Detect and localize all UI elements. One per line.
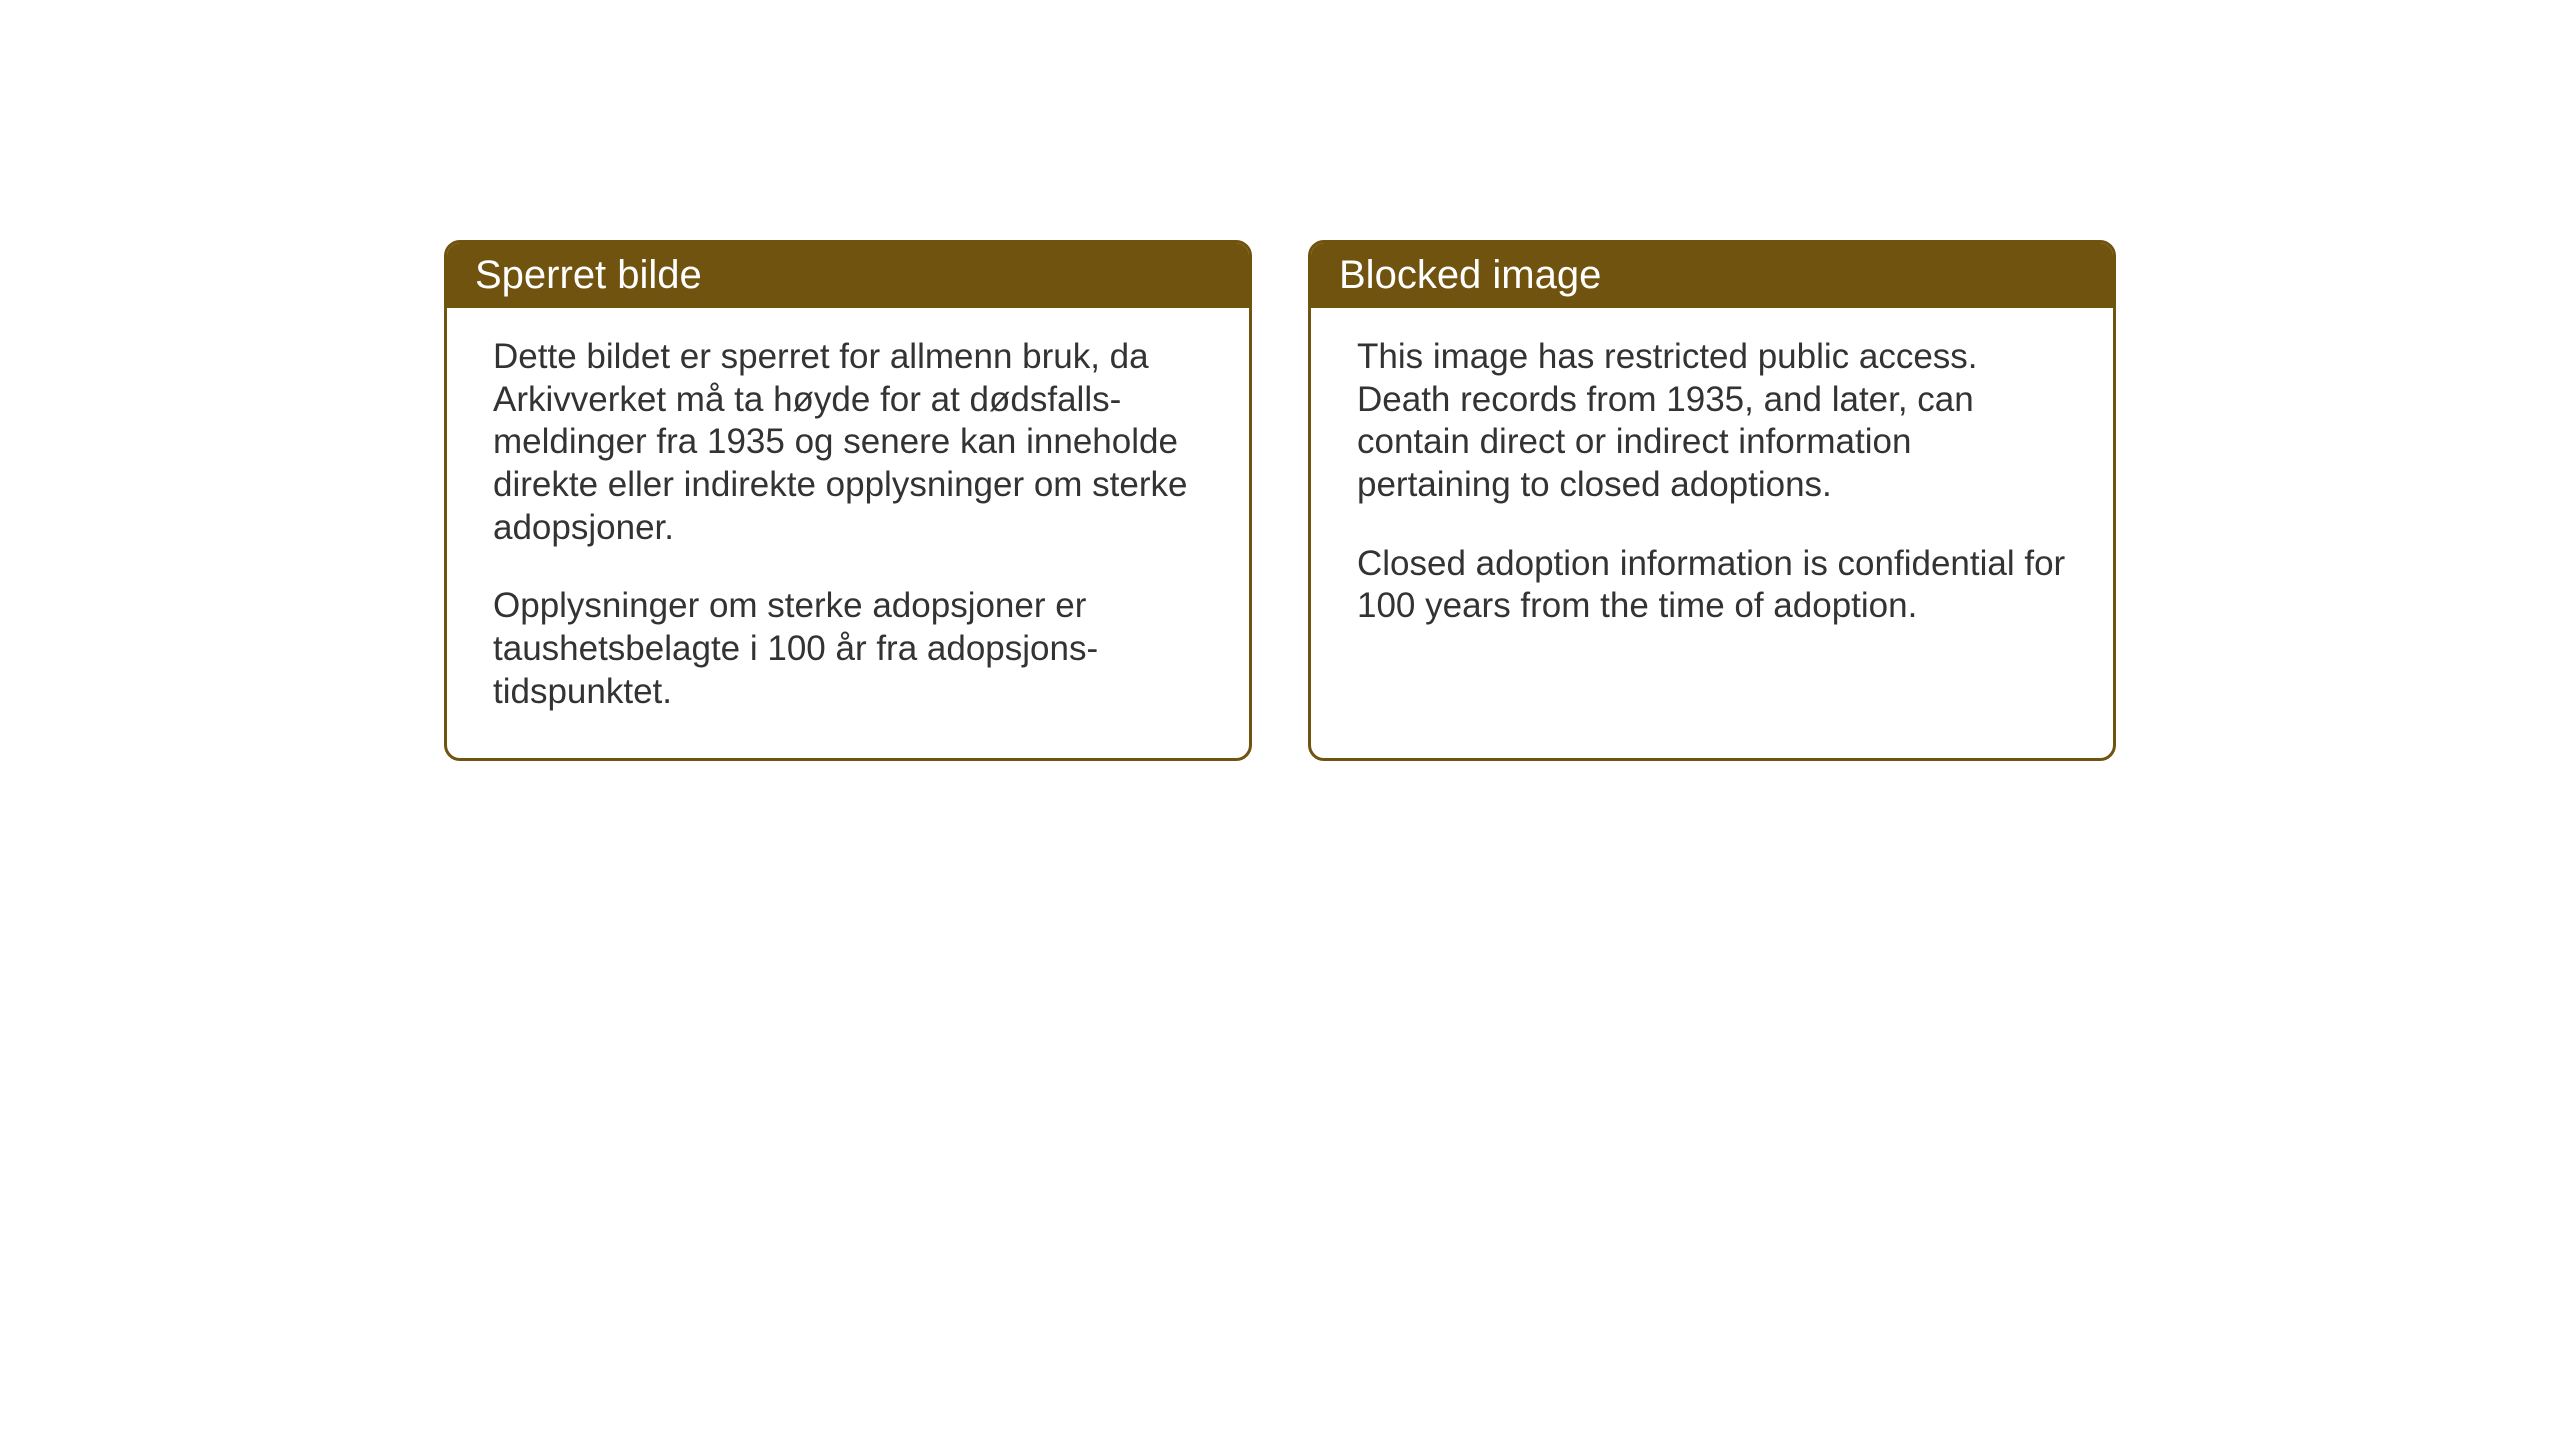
cards-container: Sperret bilde Dette bildet er sperret fo… — [444, 240, 2116, 761]
card-english: Blocked image This image has restricted … — [1308, 240, 2116, 761]
card-norwegian: Sperret bilde Dette bildet er sperret fo… — [444, 240, 1252, 761]
card-body-norwegian: Dette bildet er sperret for allmenn bruk… — [447, 308, 1249, 758]
card-paragraph: Dette bildet er sperret for allmenn bruk… — [493, 336, 1203, 549]
card-title: Sperret bilde — [475, 253, 702, 297]
card-paragraph: Closed adoption information is confident… — [1357, 543, 2067, 628]
card-header-norwegian: Sperret bilde — [447, 243, 1249, 308]
card-header-english: Blocked image — [1311, 243, 2113, 308]
card-title: Blocked image — [1339, 253, 1601, 297]
card-paragraph: This image has restricted public access.… — [1357, 336, 2067, 507]
card-body-english: This image has restricted public access.… — [1311, 308, 2113, 672]
card-paragraph: Opplysninger om sterke adopsjoner er tau… — [493, 585, 1203, 713]
